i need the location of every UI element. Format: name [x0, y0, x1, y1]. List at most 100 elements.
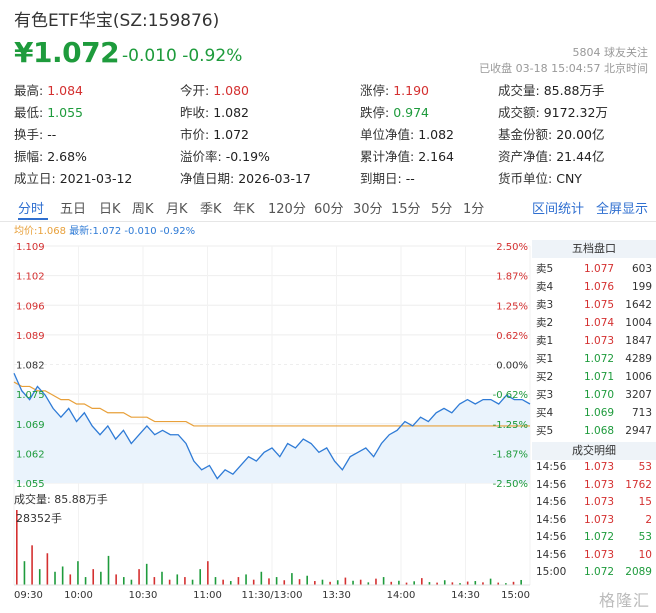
volume-bar: [505, 583, 507, 585]
tab-10[interactable]: 15分: [391, 202, 421, 217]
stat-value: CNY: [556, 171, 582, 186]
tab-2[interactable]: 日K: [99, 202, 121, 217]
stat-cell: 市价: 1.072: [180, 124, 249, 143]
stat-cell: 资产净值: 21.44亿: [498, 146, 605, 165]
follower-count[interactable]: 5804 球友关注: [572, 46, 649, 59]
price-change: -0.010 -0.92%: [122, 46, 243, 66]
avg-price-line: [13, 381, 530, 427]
tab-11[interactable]: 5分: [431, 202, 453, 217]
orderbook-row: 买5 1.068 2947: [532, 422, 656, 440]
orderbook-price: 1.069: [584, 407, 615, 419]
trade-row: 14:56 1.073 15: [532, 493, 656, 511]
price-tick-label: 1.089: [16, 331, 45, 342]
price-tick-label: 1.055: [16, 479, 45, 490]
orderbook-side: 买5: [536, 425, 554, 437]
volume-bar: [207, 561, 209, 585]
stat-label: 成交额:: [498, 105, 540, 120]
orderbook-volume: 3207: [625, 389, 652, 401]
tab-9[interactable]: 30分: [353, 202, 383, 217]
watermark-logo: 格隆汇: [598, 591, 650, 610]
stat-row: 成立日: 2021-03-12 净值日期: 2026-03-17 到期日: -- 货币单位:…: [0, 168, 656, 190]
stat-value: 9172.32万: [543, 105, 608, 120]
tab-12[interactable]: 1分: [463, 202, 485, 217]
trade-volume: 1762: [625, 478, 652, 491]
volume-bar: [77, 561, 79, 585]
trade-row: 15:00 1.072 2089: [532, 563, 656, 581]
volume-bar: [474, 581, 477, 585]
orderbook-price: 1.077: [584, 263, 615, 275]
range-stats-button[interactable]: 区间统计: [532, 202, 585, 217]
volume-bar: [115, 574, 117, 585]
orderbook-side: 卖1: [536, 335, 554, 347]
pct-tick-label: -0.62%: [493, 390, 528, 401]
volume-bar: [168, 579, 171, 585]
tab-7[interactable]: 120分: [268, 202, 306, 217]
trade-time: 14:56: [536, 496, 567, 508]
volume-bar: [314, 581, 316, 585]
stat-cell: 单位净值: 1.082: [360, 124, 454, 143]
pct-tick-label: 1.25%: [496, 301, 528, 312]
volume-bar: [161, 571, 163, 585]
trade-volume: 2089: [625, 566, 652, 578]
tab-1[interactable]: 五日: [60, 202, 87, 217]
stat-value: 2021-03-12: [59, 171, 133, 186]
price-tick-label: 1.062: [16, 449, 45, 460]
orderbook-price: 1.075: [584, 299, 615, 311]
volume-label: 成交量: 85.88万手: [14, 493, 108, 506]
volume-bar: [512, 581, 515, 585]
orderbook-volume: 1004: [625, 317, 652, 329]
trade-row: 14:56 1.073 10: [532, 546, 656, 564]
tab-active-underline: [18, 218, 48, 220]
stat-value: 1.082: [418, 127, 455, 142]
orderbook-volume: 603: [631, 263, 652, 275]
tab-6[interactable]: 年K: [233, 202, 255, 217]
stat-label: 振幅:: [14, 149, 44, 164]
volume-bar: [283, 580, 286, 585]
trade-volume: 2: [645, 513, 652, 526]
orderbook-side: 卖3: [536, 299, 554, 311]
tab-8[interactable]: 60分: [314, 202, 344, 217]
orderbook-side: 买4: [536, 407, 554, 419]
orderbook-row: 卖3 1.075 1642: [532, 296, 656, 314]
orderbook-price: 1.072: [584, 353, 615, 365]
trade-time: 14:56: [536, 478, 567, 491]
stat-label: 涨停:: [360, 83, 390, 98]
stat-label: 最低:: [14, 105, 44, 120]
time-tick-label: 15:00: [501, 590, 530, 601]
stat-cell: 涨停: 1.190: [360, 80, 429, 99]
market-status: 已收盘 03-18 15:04:57 北京时间: [479, 62, 648, 75]
trade-row: 14:56 1.073 53: [532, 458, 656, 476]
order-book-title: 五档盘口: [532, 240, 656, 258]
stat-label: 成交量:: [498, 83, 540, 98]
fullscreen-button[interactable]: 全屏显示: [596, 202, 649, 217]
volume-bar: [229, 581, 232, 585]
volume-max-label: 28352手: [16, 512, 62, 525]
orderbook-volume: 713: [631, 407, 652, 419]
tab-0[interactable]: 分时: [18, 202, 45, 217]
orderbook-volume: 2947: [625, 425, 652, 437]
stat-value: 1.082: [213, 105, 250, 120]
pct-tick-label: -1.87%: [493, 449, 528, 460]
stat-cell: 基金份额: 20.00亿: [498, 124, 605, 143]
tab-4[interactable]: 月K: [166, 202, 188, 217]
tab-5[interactable]: 季K: [200, 202, 222, 217]
time-tick-label: 10:30: [129, 590, 158, 601]
tab-3[interactable]: 周K: [132, 202, 154, 217]
time-tick-label: 11:30/13:00: [241, 590, 302, 601]
stat-row: 最低: 1.055 昨收: 1.082 跌停: 0.974 成交额: 9172.32万: [0, 102, 656, 124]
avg-price-label: 均价:1.068: [14, 226, 66, 237]
volume-bar: [46, 553, 49, 585]
volume-bar: [100, 571, 102, 585]
stat-label: 跌停:: [360, 105, 390, 120]
volume-bar: [359, 579, 362, 585]
volume-bar: [489, 578, 492, 585]
stat-value: 21.44亿: [556, 149, 605, 164]
stat-label: 市价:: [180, 127, 210, 142]
orderbook-price: 1.070: [584, 389, 615, 401]
current-price: ¥1.072: [14, 36, 120, 69]
trade-volume: 53: [638, 531, 652, 543]
stat-label: 最高:: [14, 83, 44, 98]
volume-bar: [375, 578, 377, 585]
orderbook-row: 卖1 1.073 1847: [532, 332, 656, 350]
stat-value: --: [405, 171, 415, 186]
